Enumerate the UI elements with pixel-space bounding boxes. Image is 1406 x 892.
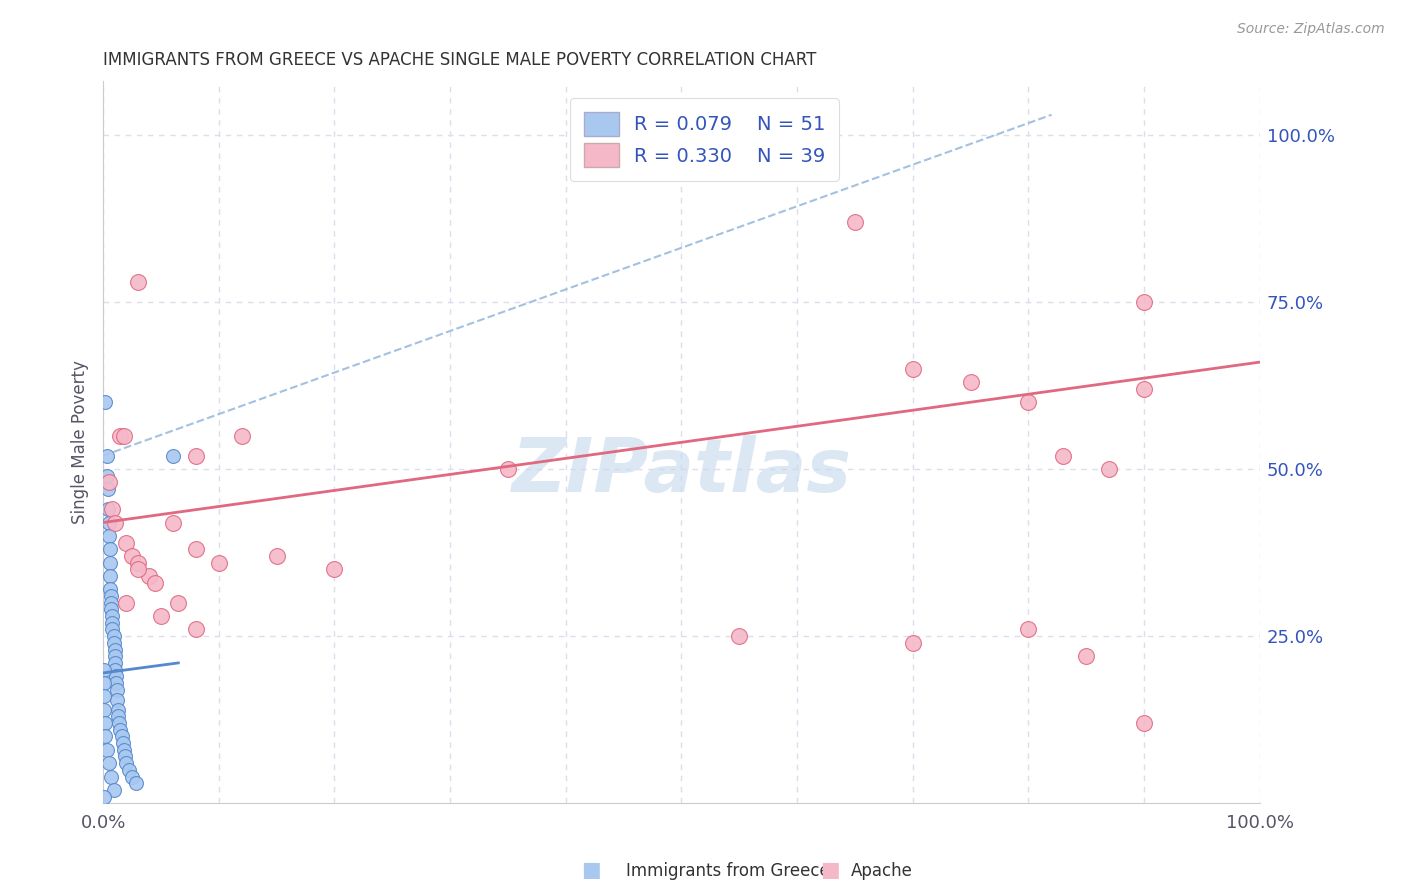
Point — [167, 596, 190, 610]
Point — [96, 468, 118, 483]
Point — [103, 783, 125, 797]
Point — [901, 636, 924, 650]
Point — [184, 542, 207, 557]
Point — [94, 716, 117, 731]
Legend: R = 0.079    N = 51, R = 0.330    N = 39: R = 0.079 N = 51, R = 0.330 N = 39 — [569, 98, 839, 181]
Point — [101, 609, 124, 624]
Point — [231, 428, 253, 442]
Point — [97, 756, 120, 771]
Point — [1098, 462, 1121, 476]
Point — [323, 562, 346, 576]
Point — [100, 589, 122, 603]
Point — [98, 556, 121, 570]
Text: Source: ZipAtlas.com: Source: ZipAtlas.com — [1237, 22, 1385, 37]
Point — [114, 749, 136, 764]
Point — [93, 789, 115, 804]
Point — [96, 449, 118, 463]
Point — [112, 428, 135, 442]
Text: ■: ■ — [820, 860, 839, 880]
Point — [1017, 395, 1039, 409]
Point — [103, 629, 125, 643]
Point — [149, 609, 172, 624]
Point — [98, 542, 121, 557]
Point — [786, 128, 808, 142]
Point — [104, 516, 127, 530]
Point — [103, 636, 125, 650]
Text: Apache: Apache — [851, 862, 912, 880]
Point — [108, 716, 131, 731]
Point — [1017, 623, 1039, 637]
Point — [117, 763, 139, 777]
Point — [101, 623, 124, 637]
Point — [97, 516, 120, 530]
Point — [97, 475, 120, 490]
Point — [104, 656, 127, 670]
Point — [844, 215, 866, 229]
Point — [105, 692, 128, 706]
Point — [94, 730, 117, 744]
Point — [162, 449, 184, 463]
Point — [93, 690, 115, 704]
Point — [162, 516, 184, 530]
Point — [100, 596, 122, 610]
Point — [101, 615, 124, 630]
Point — [93, 663, 115, 677]
Point — [104, 649, 127, 664]
Point — [111, 730, 134, 744]
Point — [97, 529, 120, 543]
Point — [97, 482, 120, 496]
Point — [208, 556, 231, 570]
Text: ■: ■ — [581, 860, 600, 880]
Point — [98, 569, 121, 583]
Point — [110, 723, 132, 737]
Point — [1133, 382, 1156, 396]
Y-axis label: Single Male Poverty: Single Male Poverty — [72, 360, 89, 524]
Point — [127, 556, 149, 570]
Point — [97, 502, 120, 516]
Point — [100, 602, 122, 616]
Point — [121, 549, 143, 563]
Point — [100, 770, 122, 784]
Point — [104, 663, 127, 677]
Point — [115, 596, 138, 610]
Point — [728, 629, 751, 643]
Point — [138, 569, 160, 583]
Point — [112, 743, 135, 757]
Point — [115, 535, 138, 549]
Point — [127, 562, 149, 576]
Point — [107, 703, 129, 717]
Point — [98, 582, 121, 597]
Point — [266, 549, 288, 563]
Point — [96, 743, 118, 757]
Point — [124, 776, 146, 790]
Point — [107, 709, 129, 723]
Point — [104, 642, 127, 657]
Point — [143, 575, 166, 590]
Point — [1133, 294, 1156, 309]
Text: ZIPatlas: ZIPatlas — [512, 434, 852, 508]
Point — [121, 770, 143, 784]
Point — [104, 676, 127, 690]
Point — [959, 375, 981, 389]
Point — [1076, 649, 1098, 664]
Point — [184, 449, 207, 463]
Text: Immigrants from Greece: Immigrants from Greece — [626, 862, 830, 880]
Text: IMMIGRANTS FROM GREECE VS APACHE SINGLE MALE POVERTY CORRELATION CHART: IMMIGRANTS FROM GREECE VS APACHE SINGLE … — [103, 51, 817, 69]
Point — [93, 703, 115, 717]
Point — [1133, 716, 1156, 731]
Point — [111, 736, 134, 750]
Point — [105, 682, 128, 697]
Point — [104, 669, 127, 683]
Point — [93, 676, 115, 690]
Point — [1052, 449, 1074, 463]
Point — [94, 395, 117, 409]
Point — [901, 361, 924, 376]
Point — [115, 756, 138, 771]
Point — [101, 502, 124, 516]
Point — [127, 275, 149, 289]
Point — [728, 128, 751, 142]
Point — [496, 462, 519, 476]
Point — [184, 623, 207, 637]
Point — [110, 428, 132, 442]
